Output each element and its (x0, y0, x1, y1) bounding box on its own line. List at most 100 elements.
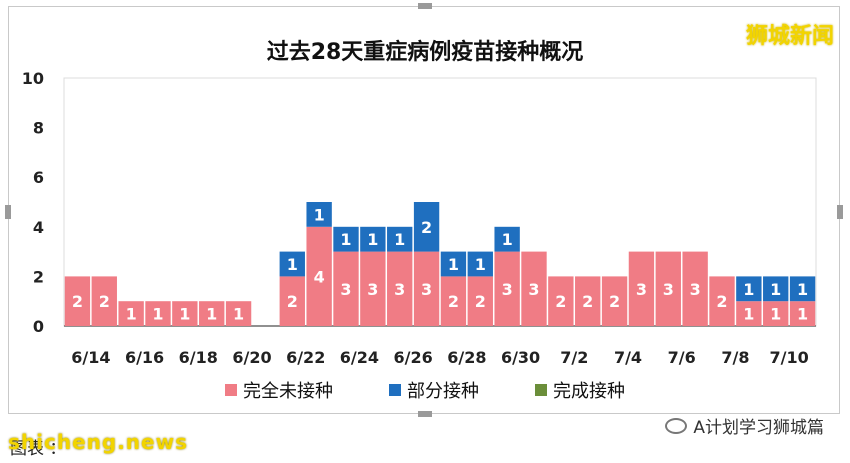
bar-unvaccinated (306, 226, 332, 326)
bar-unvaccinated (279, 276, 305, 326)
bar-unvaccinated (145, 301, 171, 326)
data-label: 4 (314, 267, 325, 286)
brand-logo: 狮城新闻 (745, 24, 834, 49)
data-label: 1 (340, 230, 351, 249)
wechat-account-name: A计划学习狮城篇 (693, 418, 824, 438)
data-label: 2 (72, 292, 83, 311)
legend-swatch-unvaccinated (225, 384, 237, 396)
data-label: 1 (126, 305, 137, 324)
x-tick-label: 6/24 (340, 348, 379, 367)
bar-partial (736, 276, 762, 302)
bar-unvaccinated (440, 276, 467, 326)
data-label: 1 (233, 305, 244, 324)
bar-unvaccinated (736, 301, 762, 326)
source-label: 图表 ： (10, 439, 67, 459)
bar-partial (306, 202, 332, 227)
bar-unvaccinated (682, 251, 708, 326)
wechat-icon (665, 417, 688, 434)
bar-unvaccinated (655, 251, 681, 326)
bar-unvaccinated (494, 251, 520, 326)
y-tick-label: 10 (22, 69, 44, 88)
data-label: 2 (448, 292, 459, 311)
x-tick-label: 6/20 (232, 348, 271, 367)
data-label: 1 (475, 255, 486, 274)
resize-handle-bottom[interactable] (418, 411, 432, 417)
bar-unvaccinated (763, 301, 789, 326)
data-label: 3 (421, 280, 432, 299)
data-label: 2 (99, 292, 110, 311)
resize-handle-right[interactable] (837, 205, 843, 219)
bar-unvaccinated (91, 276, 117, 326)
legend-swatch-partial (389, 384, 401, 396)
source-watermark: shicheng.news (8, 430, 188, 454)
data-label: 2 (716, 292, 727, 311)
data-label: 2 (555, 292, 566, 311)
bar-partial (387, 226, 413, 252)
legend-label-unvaccinated: 完全未接种 (243, 381, 333, 402)
data-label: 3 (367, 280, 378, 299)
bar-unvaccinated (628, 251, 655, 326)
data-label: 3 (340, 280, 351, 299)
data-label: 3 (528, 280, 539, 299)
x-tick-label: 7/2 (560, 348, 588, 367)
data-label: 1 (152, 305, 163, 324)
y-tick-label: 2 (33, 267, 44, 286)
legend-label-partial: 部分接种 (407, 381, 479, 402)
legend-item-full: 完成接种 (535, 377, 625, 403)
x-tick-label: 7/6 (668, 348, 696, 367)
data-label: 1 (394, 230, 405, 249)
bar-partial (360, 226, 386, 252)
x-tick-label: 6/30 (501, 348, 540, 367)
bar-unvaccinated (709, 276, 735, 326)
x-tick-label: 6/16 (125, 348, 164, 367)
chart-title: 过去28天重症病例疫苗接种概况 (266, 40, 584, 65)
x-tick-label: 6/18 (179, 348, 218, 367)
bar-unvaccinated (172, 301, 198, 326)
data-label: 3 (636, 280, 647, 299)
data-label: 3 (502, 280, 513, 299)
y-tick-label: 0 (33, 317, 44, 336)
legend: 完全未接种 部分接种 完成接种 (0, 377, 850, 403)
data-label: 3 (394, 280, 405, 299)
data-label: 1 (179, 305, 190, 324)
x-tick-label: 6/22 (286, 348, 325, 367)
x-tick-label: 7/10 (770, 348, 809, 367)
data-label: 1 (367, 230, 378, 249)
bar-unvaccinated (789, 301, 816, 326)
data-label: 1 (448, 255, 459, 274)
bar-unvaccinated (333, 251, 359, 326)
data-label: 1 (206, 305, 217, 324)
data-label: 2 (582, 292, 593, 311)
bar-partial (440, 251, 467, 277)
bar-unvaccinated (387, 251, 413, 326)
bar-partial (494, 226, 520, 252)
data-label: 1 (770, 305, 781, 324)
data-label: 1 (770, 280, 781, 299)
legend-label-full: 完成接种 (553, 381, 625, 402)
data-label: 1 (287, 255, 298, 274)
resize-handle-top[interactable] (418, 3, 432, 9)
bar-partial (333, 226, 359, 252)
bar-unvaccinated (118, 301, 144, 326)
bar-partial (763, 276, 789, 302)
bar-unvaccinated (413, 251, 440, 326)
data-label: 1 (314, 205, 325, 224)
legend-swatch-full (535, 384, 547, 396)
data-label: 1 (502, 230, 513, 249)
x-tick-label: 6/28 (447, 348, 486, 367)
legend-item-unvaccinated: 完全未接种 (225, 377, 333, 403)
bar-unvaccinated (548, 276, 574, 326)
bar-unvaccinated (601, 276, 628, 326)
data-label: 1 (743, 280, 754, 299)
x-tick-label: 7/8 (721, 348, 749, 367)
data-label: 3 (663, 280, 674, 299)
bar-unvaccinated (225, 301, 252, 326)
x-tick-label: 6/26 (394, 348, 433, 367)
data-label: 2 (609, 292, 620, 311)
y-tick-label: 8 (33, 119, 44, 138)
bar-unvaccinated (360, 251, 386, 326)
data-label: 2 (421, 218, 432, 237)
y-tick-label: 6 (33, 168, 44, 187)
resize-handle-left[interactable] (5, 205, 11, 219)
bar-partial (789, 276, 816, 302)
